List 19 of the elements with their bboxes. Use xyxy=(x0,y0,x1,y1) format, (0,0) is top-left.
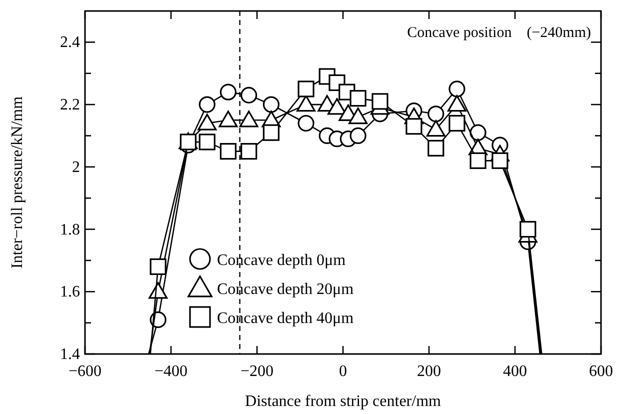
y-tick-label: 2.2 xyxy=(60,96,80,114)
legend-label: Concave depth 40μm xyxy=(217,310,354,327)
x-tick-label: −600 xyxy=(68,363,102,380)
y-axis-title: Inter−roll pressure/kN/mm xyxy=(9,96,26,269)
x-tick-label: −400 xyxy=(154,363,188,380)
y-tick-label: 2 xyxy=(72,158,80,176)
y-tick-label: 1.6 xyxy=(60,284,80,301)
y-tick-label: 1.8 xyxy=(60,221,80,238)
annotation: Concave position (−240mm) xyxy=(407,25,591,41)
legend-label: Concave depth 20μm xyxy=(217,281,354,298)
y-tick-label: 2.4 xyxy=(60,34,80,52)
x-tick-label: 600 xyxy=(589,363,613,380)
y-tick-label: 1.4 xyxy=(60,346,80,363)
x-tick-label: 0 xyxy=(339,363,347,380)
x-axis-title: Distance from strip center/mm xyxy=(245,393,442,410)
x-tick-label: 400 xyxy=(503,363,527,380)
legend-label: Concave depth 0μm xyxy=(217,252,346,269)
x-tick-label: 200 xyxy=(417,363,441,380)
x-tick-label: −200 xyxy=(240,363,274,380)
